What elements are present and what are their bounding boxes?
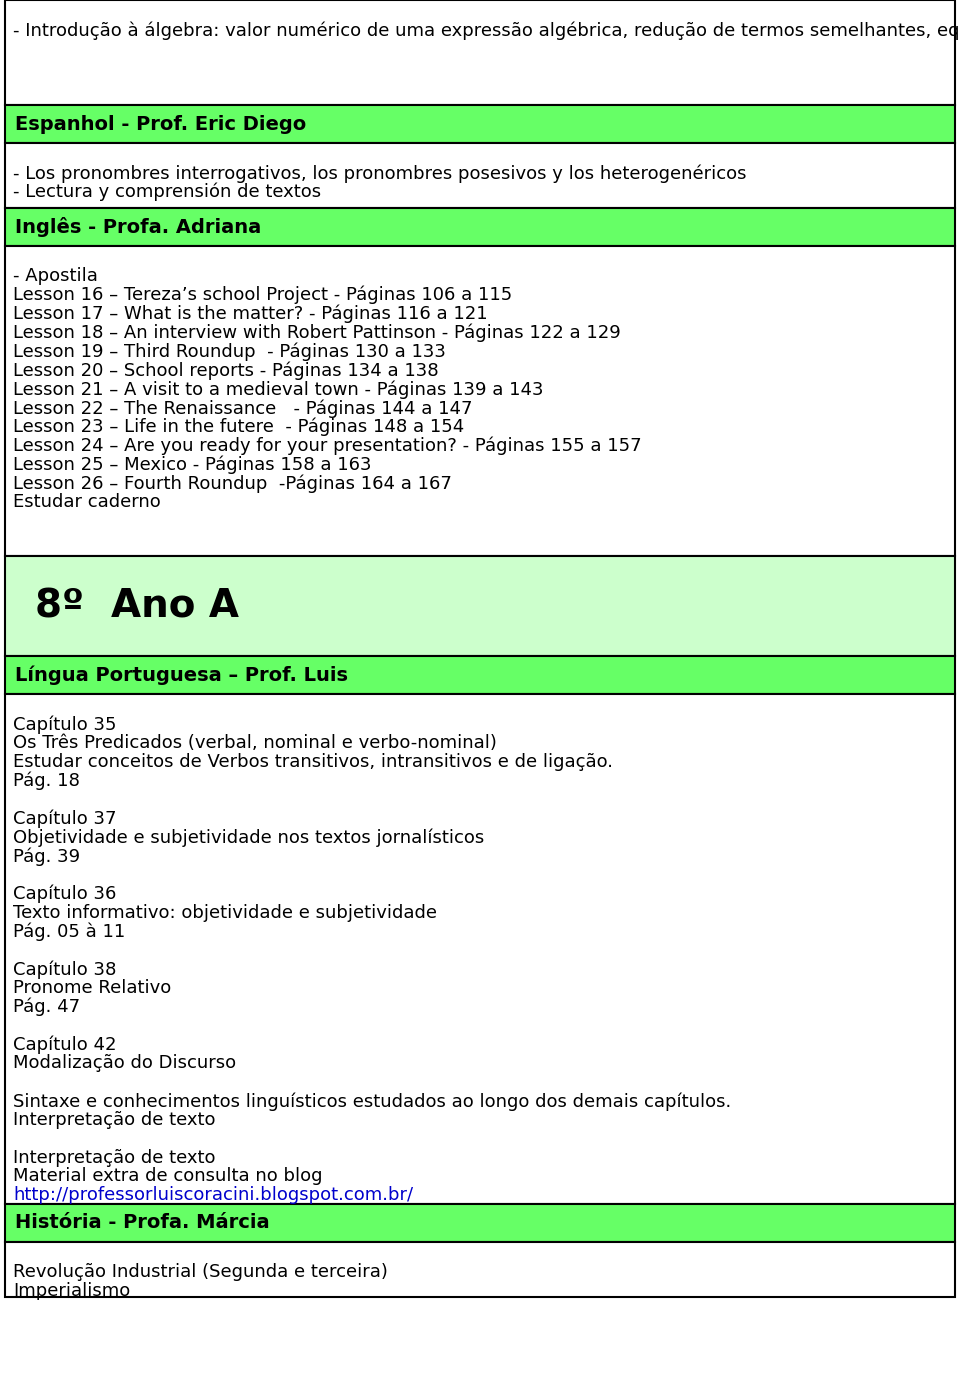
Text: Lesson 18 – An interview with Robert Pattinson - Páginas 122 a 129: Lesson 18 – An interview with Robert Pat… [13, 324, 621, 341]
Bar [5, 0, 955, 105]
Text: Interpretação de texto: Interpretação de texto [13, 1111, 215, 1129]
Text: Pág. 18: Pág. 18 [13, 771, 80, 790]
Text: Revolução Industrial (Segunda e terceira): Revolução Industrial (Segunda e terceira… [13, 1263, 388, 1281]
Bar [5, 208, 955, 246]
Text: Pág. 47: Pág. 47 [13, 998, 80, 1016]
Text: Lesson 22 – The Renaissance   - Páginas 144 a 147: Lesson 22 – The Renaissance - Páginas 14… [13, 399, 472, 417]
Text: Objetividade e subjetividade nos textos jornalísticos: Objetividade e subjetividade nos textos … [13, 828, 484, 847]
Text: - Introdução à álgebra: valor numérico de uma expressão algébrica, redução de te: - Introdução à álgebra: valor numérico d… [13, 21, 960, 40]
Text: Lesson 19 – Third Roundup  - Páginas 130 a 133: Lesson 19 – Third Roundup - Páginas 130 … [13, 343, 445, 361]
Text: Lesson 21 – A visit to a medieval town - Páginas 139 a 143: Lesson 21 – A visit to a medieval town -… [13, 380, 543, 399]
Text: Interpretação de texto: Interpretação de texto [13, 1148, 215, 1166]
Text: Lesson 17 – What is the matter? - Páginas 116 a 121: Lesson 17 – What is the matter? - Página… [13, 304, 488, 324]
Text: - Lectura y comprensión de textos: - Lectura y comprensión de textos [13, 183, 322, 201]
Text: Lesson 24 – Are you ready for your presentation? - Páginas 155 a 157: Lesson 24 – Are you ready for your prese… [13, 437, 641, 456]
Bar [5, 105, 955, 143]
Text: Lesson 20 – School reports - Páginas 134 a 138: Lesson 20 – School reports - Páginas 134… [13, 361, 439, 380]
Bar [5, 246, 955, 556]
Text: Pronome Relativo: Pronome Relativo [13, 979, 171, 997]
Text: Espanhol - Prof. Eric Diego: Espanhol - Prof. Eric Diego [15, 114, 306, 134]
Text: Capítulo 36: Capítulo 36 [13, 884, 116, 903]
Text: Imperialismo: Imperialismo [13, 1282, 131, 1300]
Text: Texto informativo: objetividade e subjetividade: Texto informativo: objetividade e subjet… [13, 903, 437, 921]
Text: Estudar conceitos de Verbos transitivos, intransitivos e de ligação.: Estudar conceitos de Verbos transitivos,… [13, 753, 613, 771]
Text: Capítulo 37: Capítulo 37 [13, 810, 116, 828]
Text: Língua Portuguesa – Prof. Luis: Língua Portuguesa – Prof. Luis [15, 665, 348, 684]
Text: Lesson 16 – Tereza’s school Project - Páginas 106 a 115: Lesson 16 – Tereza’s school Project - Pá… [13, 286, 513, 304]
Text: Sintaxe e conhecimentos linguísticos estudados ao longo dos demais capítulos.: Sintaxe e conhecimentos linguísticos est… [13, 1092, 732, 1110]
Text: História - Profa. Márcia: História - Profa. Márcia [15, 1213, 270, 1232]
Text: Capítulo 42: Capítulo 42 [13, 1036, 116, 1053]
Bar [5, 1242, 955, 1297]
Text: Pág. 39: Pág. 39 [13, 847, 80, 866]
Text: Lesson 23 – Life in the futere  - Páginas 148 a 154: Lesson 23 – Life in the futere - Páginas… [13, 417, 465, 437]
Bar [5, 694, 955, 1203]
Text: http://professorluiscoracini.blogspot.com.br/: http://professorluiscoracini.blogspot.co… [13, 1187, 413, 1205]
Text: Os Três Predicados (verbal, nominal e verbo-nominal): Os Três Predicados (verbal, nominal e ve… [13, 734, 497, 752]
Text: Material extra de consulta no blog: Material extra de consulta no blog [13, 1168, 323, 1186]
Text: - Apostila: - Apostila [13, 267, 98, 285]
Bar [5, 143, 955, 208]
Text: Capítulo 35: Capítulo 35 [13, 715, 116, 734]
Bar [5, 1203, 955, 1242]
Text: 8º  Ano A: 8º Ano A [35, 587, 239, 625]
Text: Pág. 05 à 11: Pág. 05 à 11 [13, 923, 125, 940]
Text: Capítulo 38: Capítulo 38 [13, 960, 116, 979]
Bar [5, 655, 955, 694]
Text: Lesson 26 – Fourth Roundup  -Páginas 164 a 167: Lesson 26 – Fourth Roundup -Páginas 164 … [13, 475, 452, 493]
Text: Estudar caderno: Estudar caderno [13, 493, 160, 511]
Text: Modalização do Discurso: Modalização do Discurso [13, 1055, 236, 1073]
Text: Lesson 25 – Mexico - Páginas 158 a 163: Lesson 25 – Mexico - Páginas 158 a 163 [13, 456, 372, 474]
Text: Inglês - Profa. Adriana: Inglês - Profa. Adriana [15, 218, 261, 237]
Bar [5, 556, 955, 655]
Text: - Los pronombres interrogativos, los pronombres posesivos y los heterogenéricos: - Los pronombres interrogativos, los pro… [13, 164, 747, 183]
